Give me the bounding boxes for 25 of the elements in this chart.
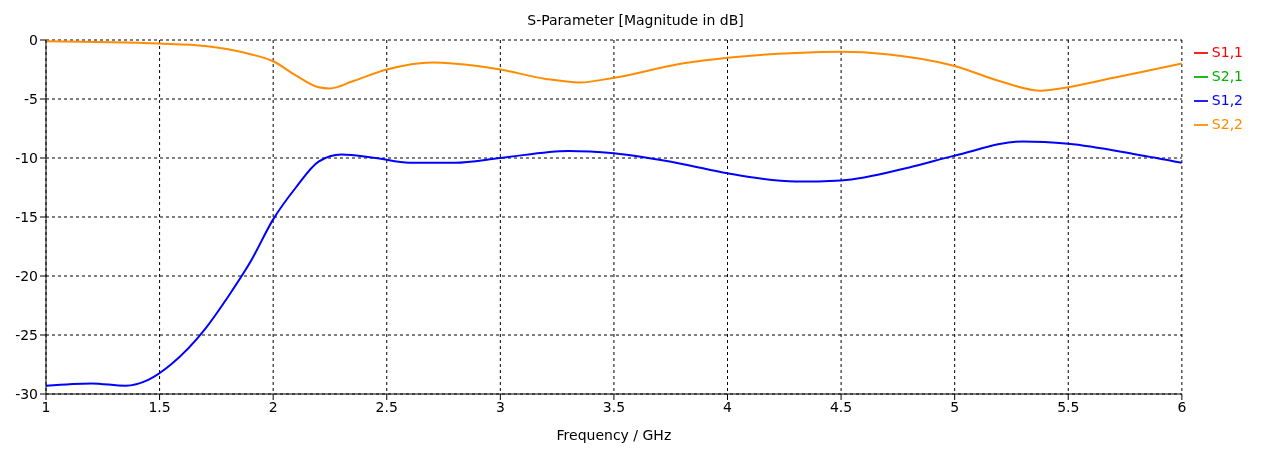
x-tick-label: 1.5	[148, 398, 171, 415]
y-tick-label: -30	[15, 385, 38, 402]
x-tick-label: 4.5	[829, 398, 853, 415]
legend-label: S1,1	[1211, 44, 1243, 60]
y-tick-label: -20	[15, 267, 38, 284]
x-tick-label: 2	[268, 398, 278, 415]
line-series	[46, 140, 1182, 387]
y-tick-label: -25	[15, 326, 38, 343]
x-tick-label: 3.5	[602, 398, 626, 415]
x-tick-label: 4	[723, 398, 733, 415]
chart-title: S-Parameter [Magnitude in dB]	[526, 11, 745, 30]
y-tick-label: -15	[15, 208, 38, 225]
legend-label: S2,1	[1211, 68, 1243, 84]
x-tick-label: 5.5	[1057, 398, 1080, 415]
y-tick-label: -10	[15, 149, 38, 166]
x-tick-label: 5	[950, 398, 960, 415]
x-tick-label: 3	[495, 398, 505, 415]
legend-label: S2,2	[1211, 116, 1243, 132]
x-tick-label: 2.5	[375, 398, 398, 415]
x-tick-label: 6	[1177, 398, 1187, 415]
y-tick-label: -5	[24, 90, 38, 107]
x-tick-label: 1	[41, 398, 51, 415]
legend-label: S1,2	[1211, 92, 1243, 108]
y-tick-label: 0	[29, 31, 38, 48]
x-axis-title: Frequency / GHz	[556, 427, 672, 443]
